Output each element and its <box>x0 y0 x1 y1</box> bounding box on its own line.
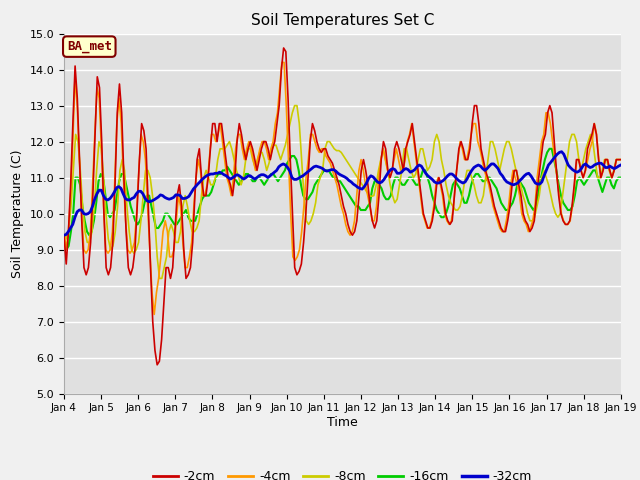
Text: BA_met: BA_met <box>67 40 112 53</box>
Title: Soil Temperatures Set C: Soil Temperatures Set C <box>251 13 434 28</box>
Y-axis label: Soil Temperature (C): Soil Temperature (C) <box>11 149 24 278</box>
Legend: -2cm, -4cm, -8cm, -16cm, -32cm: -2cm, -4cm, -8cm, -16cm, -32cm <box>148 465 537 480</box>
X-axis label: Time: Time <box>327 416 358 429</box>
